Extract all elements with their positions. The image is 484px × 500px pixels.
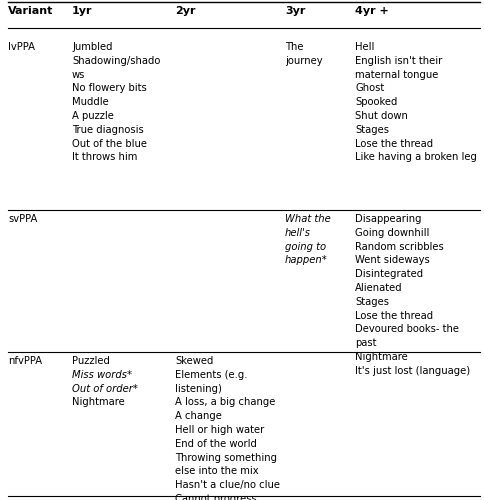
Text: Hell: Hell [355, 42, 375, 52]
Text: Cannot progress: Cannot progress [175, 494, 257, 500]
Text: Skewed: Skewed [175, 356, 213, 366]
Text: lvPPA: lvPPA [8, 42, 35, 52]
Text: Out of order*: Out of order* [72, 384, 138, 394]
Text: Muddle: Muddle [72, 97, 109, 107]
Text: Shut down: Shut down [355, 111, 408, 121]
Text: What the: What the [285, 214, 331, 224]
Text: Disintegrated: Disintegrated [355, 269, 423, 279]
Text: A puzzle: A puzzle [72, 111, 114, 121]
Text: Elements (e.g.: Elements (e.g. [175, 370, 247, 380]
Text: Lose the thread: Lose the thread [355, 138, 433, 148]
Text: Jumbled: Jumbled [72, 42, 112, 52]
Text: Out of the blue: Out of the blue [72, 138, 147, 148]
Text: Stages: Stages [355, 297, 389, 307]
Text: 1yr: 1yr [72, 6, 92, 16]
Text: maternal tongue: maternal tongue [355, 70, 439, 80]
Text: nfvPPA: nfvPPA [8, 356, 42, 366]
Text: Miss words*: Miss words* [72, 370, 132, 380]
Text: English isn't their: English isn't their [355, 56, 442, 66]
Text: 3yr: 3yr [285, 6, 305, 16]
Text: Throwing something: Throwing something [175, 452, 277, 462]
Text: No flowery bits: No flowery bits [72, 84, 147, 94]
Text: Devoured books- the: Devoured books- the [355, 324, 459, 334]
Text: Variant: Variant [8, 6, 53, 16]
Text: Went sideways: Went sideways [355, 256, 430, 266]
Text: ws: ws [72, 70, 85, 80]
Text: hell's: hell's [285, 228, 311, 238]
Text: Stages: Stages [355, 125, 389, 135]
Text: 4yr +: 4yr + [355, 6, 389, 16]
Text: listening): listening) [175, 384, 222, 394]
Text: past: past [355, 338, 377, 348]
Text: A change: A change [175, 411, 222, 421]
Text: Nightmare: Nightmare [72, 398, 125, 407]
Text: else into the mix: else into the mix [175, 466, 258, 476]
Text: journey: journey [285, 56, 323, 66]
Text: It's just lost (language): It's just lost (language) [355, 366, 470, 376]
Text: Puzzled: Puzzled [72, 356, 110, 366]
Text: Like having a broken leg: Like having a broken leg [355, 152, 477, 162]
Text: Lose the thread: Lose the thread [355, 310, 433, 320]
Text: True diagnosis: True diagnosis [72, 125, 144, 135]
Text: Nightmare: Nightmare [355, 352, 408, 362]
Text: going to: going to [285, 242, 326, 252]
Text: Hasn't a clue/no clue: Hasn't a clue/no clue [175, 480, 280, 490]
Text: The: The [285, 42, 303, 52]
Text: 2yr: 2yr [175, 6, 196, 16]
Text: It throws him: It throws him [72, 152, 137, 162]
Text: Alienated: Alienated [355, 283, 403, 293]
Text: End of the world: End of the world [175, 439, 257, 449]
Text: Disappearing: Disappearing [355, 214, 422, 224]
Text: Hell or high water: Hell or high water [175, 425, 264, 435]
Text: Spooked: Spooked [355, 97, 397, 107]
Text: A loss, a big change: A loss, a big change [175, 398, 275, 407]
Text: Ghost: Ghost [355, 84, 384, 94]
Text: Random scribbles: Random scribbles [355, 242, 444, 252]
Text: Going downhill: Going downhill [355, 228, 429, 238]
Text: happen*: happen* [285, 256, 328, 266]
Text: Shadowing/shado: Shadowing/shado [72, 56, 160, 66]
Text: svPPA: svPPA [8, 214, 37, 224]
